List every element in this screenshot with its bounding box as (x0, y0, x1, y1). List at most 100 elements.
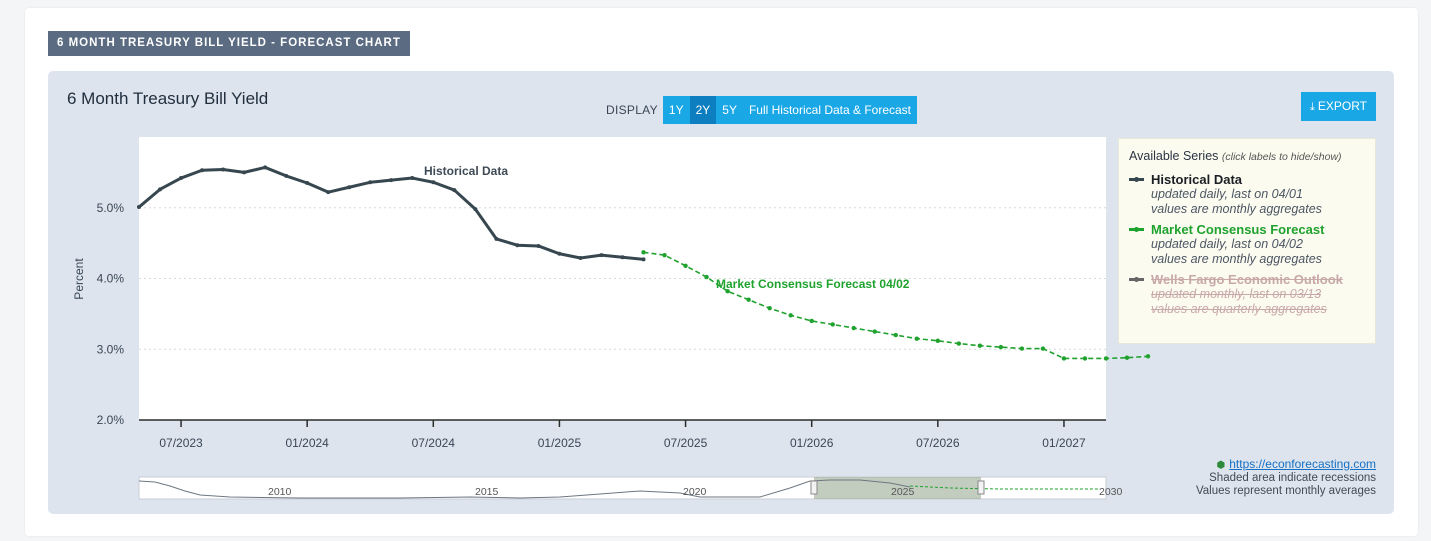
download-icon: ⤓ (1310, 101, 1315, 113)
forecast-point[interactable] (977, 343, 983, 348)
forecast-point[interactable] (998, 344, 1004, 350)
line-marker-icon (1129, 276, 1144, 282)
forecast-point[interactable] (1145, 354, 1151, 359)
navigator-selection[interactable] (814, 477, 981, 499)
export-label: EXPORT (1317, 99, 1367, 113)
legend-item-name: Historical Data (1129, 172, 1365, 187)
export-button[interactable]: ⤓ EXPORT (1301, 92, 1376, 121)
x-axis: 07/2023 01/2024 07/2024 01/2025 07/2025 01/20… (159, 420, 1086, 450)
legend-item-label: Market Consensus Forecast (1151, 222, 1325, 237)
section-tag: 6 MONTH TREASURY BILL YIELD - FORECAST C… (48, 31, 410, 56)
forecast-point[interactable] (956, 341, 962, 346)
legend-item-aggregation: values are monthly aggregates (1151, 251, 1322, 266)
legend-box: Available Series (click labels to hide/s… (1118, 138, 1376, 344)
historical-point[interactable] (410, 176, 415, 181)
historical-point[interactable] (305, 180, 310, 185)
range-button-1y[interactable]: 1Y (662, 96, 690, 124)
historical-point[interactable] (431, 180, 436, 185)
forecast-point[interactable] (914, 336, 920, 341)
forecast-point[interactable] (725, 289, 730, 294)
forecast-point[interactable] (1061, 356, 1067, 361)
range-button-full[interactable]: Full Historical Data & Forecast (742, 96, 918, 124)
historical-point[interactable] (473, 207, 478, 212)
historical-point[interactable] (620, 255, 625, 260)
legend-item-update: updated monthly, last on 03/13 (1151, 287, 1322, 301)
historical-point[interactable] (578, 255, 583, 260)
legend-item-update: updated daily, last on 04/02 (1151, 237, 1303, 251)
globe-icon: ⬢ (1216, 460, 1226, 471)
forecast-point[interactable] (641, 250, 646, 255)
forecast-point[interactable] (746, 297, 751, 302)
range-button-5y[interactable]: 5Y (716, 96, 743, 124)
historical-point[interactable] (284, 173, 289, 178)
forecast-point[interactable] (767, 306, 772, 311)
forecast-point[interactable] (1103, 356, 1109, 361)
legend-item-name: Wells Fargo Economic Outlook (1129, 272, 1365, 287)
legend-item-update: updated daily, last on 04/01 (1151, 187, 1303, 201)
forecast-point[interactable] (704, 274, 709, 280)
y-axis-label: Percent (72, 258, 86, 300)
historical-point[interactable] (599, 253, 604, 258)
historical-point[interactable] (200, 168, 205, 173)
x-tick-label: 01/2027 (1042, 436, 1086, 450)
x-tick-label: 07/2025 (664, 436, 708, 450)
line-marker-icon (1129, 176, 1144, 182)
legend-item-label: Wells Fargo Economic Outlook (1151, 272, 1343, 287)
navigator-left-handle[interactable] (810, 480, 818, 495)
historical-point[interactable] (221, 167, 226, 172)
historical-point[interactable] (515, 243, 520, 248)
forecast-point[interactable] (662, 252, 667, 258)
forecast-point[interactable] (1040, 346, 1046, 351)
recession-note: Shaded area indicate recessions (1209, 472, 1376, 484)
source-link[interactable]: https://econforecasting.com (1229, 457, 1376, 471)
forecast-point[interactable] (1082, 356, 1088, 361)
x-tick-label: 01/2025 (538, 436, 582, 450)
historical-point[interactable] (326, 190, 331, 195)
historical-point[interactable] (137, 205, 141, 210)
x-tick-label: 07/2024 (412, 436, 456, 450)
range-button-2y[interactable]: 2Y (689, 96, 717, 124)
historical-point[interactable] (158, 187, 163, 192)
historical-point[interactable] (389, 178, 394, 183)
forecast-point[interactable] (893, 332, 898, 338)
legend-item-market-consensus[interactable]: Market Consensus Forecast updated daily,… (1129, 222, 1365, 266)
historical-point[interactable] (494, 236, 499, 241)
legend-heading-text: Available Series (1129, 149, 1219, 163)
forecast-point[interactable] (683, 263, 688, 268)
forecast-point[interactable] (809, 318, 814, 324)
historical-point[interactable] (263, 165, 268, 170)
y-tick-label: 3.0% (97, 342, 125, 356)
historical-point[interactable] (179, 176, 184, 181)
forecast-point[interactable] (1019, 346, 1025, 351)
legend-item-wells-fargo[interactable]: Wells Fargo Economic Outlook updated mon… (1129, 272, 1365, 316)
forecast-point[interactable] (872, 329, 877, 334)
chart-footer: ⬢ https://econforecasting.com Shaded area… (1196, 458, 1376, 498)
historical-point[interactable] (536, 243, 541, 248)
legend-item-aggregation: values are monthly aggregates (1151, 201, 1322, 216)
display-label: DISPLAY (606, 103, 658, 117)
forecast-point[interactable] (935, 338, 941, 343)
forecast-point[interactable] (1124, 355, 1130, 360)
legend-heading: Available Series (click labels to hide/s… (1129, 149, 1365, 163)
forecast-point[interactable] (788, 313, 793, 318)
historical-point[interactable] (242, 170, 247, 175)
line-marker-icon (1129, 226, 1144, 232)
range-navigator[interactable]: 2010 2015 2020 2025 2030 (138, 476, 1123, 500)
legend-item-aggregation: values are quarterly aggregates (1151, 301, 1327, 316)
historical-point[interactable] (557, 251, 562, 256)
y-tick-label: 5.0% (97, 201, 125, 215)
forecast-point[interactable] (830, 322, 835, 327)
navigator-forecast-line (909, 485, 1100, 490)
navigator-label: 2010 (268, 486, 292, 498)
display-range-selector: DISPLAY 1Y 2Y 5Y Full Historical Data & … (606, 96, 918, 124)
navigator-right-handle[interactable] (977, 480, 985, 495)
historical-point[interactable] (641, 257, 646, 262)
historical-point[interactable] (368, 180, 373, 185)
navigator-label: 2015 (475, 486, 499, 498)
historical-point[interactable] (452, 188, 457, 193)
averages-note: Values represent monthly averages (1195, 485, 1376, 497)
legend-item-historical[interactable]: Historical Data updated daily, last on 0… (1129, 172, 1365, 216)
historical-point[interactable] (347, 185, 352, 190)
forecast-point[interactable] (851, 325, 856, 331)
legend-item-name: Market Consensus Forecast (1129, 222, 1365, 237)
